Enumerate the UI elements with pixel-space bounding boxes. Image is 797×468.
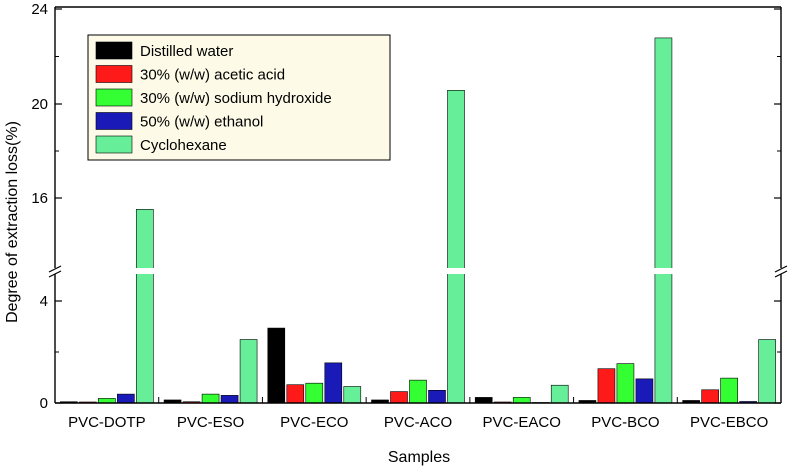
- axis-break-gap: [49, 268, 787, 274]
- bar: [201, 393, 220, 404]
- bar: [654, 37, 673, 404]
- bar: [512, 397, 531, 404]
- legend-box: [87, 34, 391, 161]
- bar: [758, 339, 776, 404]
- legend-label: Cyclohexane: [140, 137, 227, 154]
- bar: [286, 384, 305, 404]
- x-tick-label: PVC-ESO: [177, 414, 245, 431]
- y-tick-label: 4: [40, 293, 48, 310]
- y-tick-label: 24: [31, 1, 48, 18]
- y-tick-label: 0: [40, 395, 48, 412]
- legend-label: 30% (w/w) acetic acid: [140, 67, 285, 84]
- bar: [409, 379, 427, 404]
- legend-swatch: [95, 65, 133, 83]
- bar: [305, 382, 324, 404]
- legend-label: 30% (w/w) sodium hydroxide: [140, 90, 332, 107]
- bar: [343, 386, 362, 404]
- bar: [597, 368, 616, 404]
- legend-swatch: [95, 41, 133, 60]
- bar: [720, 377, 738, 404]
- y-tick-label: 16: [31, 190, 48, 207]
- bar: [616, 363, 635, 404]
- bar: [324, 362, 343, 404]
- axis-break-mark: [48, 265, 62, 273]
- axis-break-mark: [774, 270, 788, 278]
- bar: [635, 378, 654, 404]
- bar: [550, 384, 569, 404]
- bar: [267, 327, 286, 404]
- bar: [136, 209, 154, 404]
- bar: [474, 397, 493, 404]
- bar: [428, 389, 446, 404]
- legend-swatch: [95, 88, 133, 107]
- y-tick-label: 20: [31, 96, 48, 113]
- legend-swatch: [95, 112, 133, 130]
- y-axis-title: Degree of extraction loss(%): [4, 121, 21, 323]
- bar: [447, 90, 465, 404]
- legend-label: 50% (w/w) ethanol: [140, 114, 263, 131]
- bar: [701, 389, 719, 404]
- axis-break-mark: [48, 270, 62, 278]
- legend-label: Distilled water: [140, 43, 233, 60]
- x-axis-title: Samples: [388, 449, 450, 466]
- x-tick-label: PVC-EACO: [483, 414, 561, 431]
- x-tick-label: PVC-DOTP: [68, 414, 146, 431]
- x-tick-label: PVC-EBCO: [690, 414, 768, 431]
- bar: [390, 391, 408, 404]
- x-tick-label: PVC-ECO: [280, 414, 348, 431]
- bar: [239, 339, 258, 404]
- x-tick-label: PVC-ACO: [384, 414, 452, 431]
- x-tick-label: PVC-BCO: [591, 414, 659, 431]
- bar: [117, 393, 135, 404]
- bar: [220, 395, 239, 404]
- legend-swatch: [95, 135, 133, 154]
- axis-break-mark: [774, 265, 788, 273]
